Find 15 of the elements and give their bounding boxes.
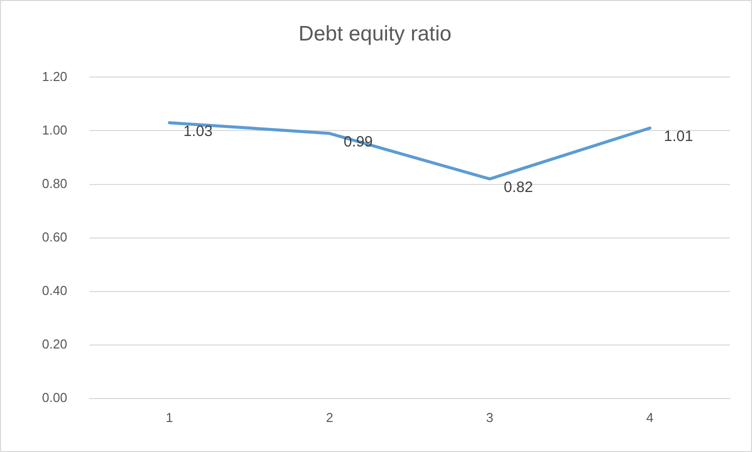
y-tick-label: 1.00	[42, 122, 68, 138]
chart-title: Debt equity ratio	[298, 22, 452, 46]
y-tick-label: 0.60	[42, 229, 68, 244]
x-tick-label: 4	[646, 410, 654, 425]
data-label: 1.03	[183, 122, 213, 140]
y-tick-label: 1.20	[42, 68, 68, 84]
x-tick-label: 2	[326, 410, 334, 425]
y-tick-label: 0.80	[42, 176, 68, 191]
data-label: 1.01	[664, 128, 694, 146]
data-label: 0.82	[504, 179, 533, 196]
x-tick-label: 1	[166, 410, 174, 425]
y-tick-label: 0.00	[42, 390, 68, 405]
x-tick-label: 3	[486, 410, 494, 425]
y-tick-label: 0.40	[42, 282, 68, 298]
y-tick-label: 0.20	[42, 336, 68, 352]
